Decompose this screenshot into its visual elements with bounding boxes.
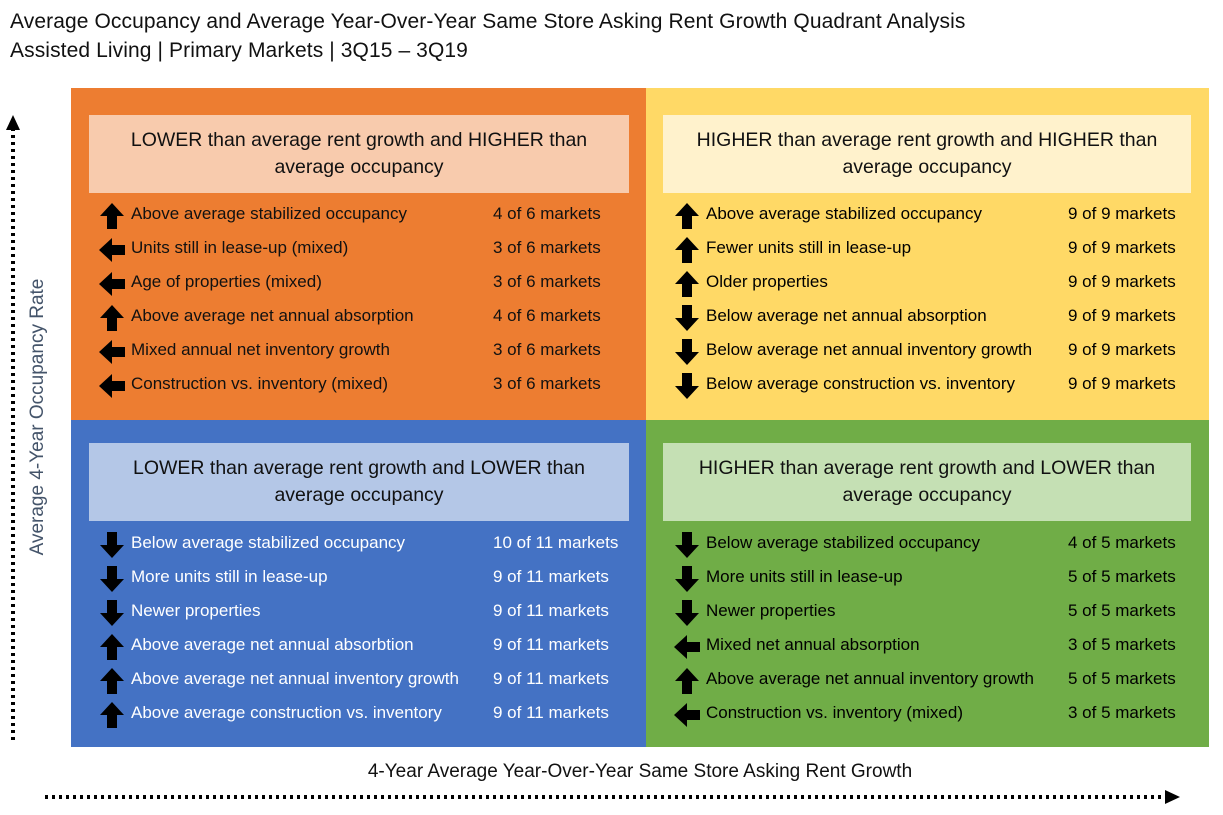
factor-label: Below average stabilized occupancy — [706, 533, 981, 552]
quadrant-heading-box: HIGHER than average rent growth and HIGH… — [663, 115, 1191, 193]
arrow-left-icon — [99, 272, 125, 296]
arrow-down-icon — [675, 600, 699, 626]
factor-label: Newer properties — [706, 601, 836, 620]
factor-label: Above average stabilized occupancy — [131, 204, 407, 223]
arrow-left-icon — [674, 703, 700, 727]
quadrant-top-right: HIGHER than average rent growth and HIGH… — [646, 88, 1209, 420]
factor-label: Mixed net annual absorption — [706, 635, 920, 654]
arrow-left-icon — [99, 374, 125, 398]
factor-label: Below average net annual absorption — [706, 306, 987, 325]
quadrant-bottom-left: LOWER than average rent growth and LOWER… — [71, 420, 646, 747]
quadrant-heading-box: LOWER than average rent growth and HIGHE… — [89, 115, 629, 193]
quadrant-heading-box: HIGHER than average rent growth and LOWE… — [663, 443, 1191, 521]
quadrant-heading: LOWER than average rent growth and HIGHE… — [130, 129, 588, 178]
chart-title: Average Occupancy and Average Year-Over-… — [10, 10, 966, 33]
factor-label: Older properties — [706, 272, 828, 291]
market-count: 9 of 9 markets — [1068, 238, 1176, 257]
factor-label: Mixed annual net inventory growth — [131, 340, 390, 359]
market-count: 5 of 5 markets — [1068, 567, 1176, 586]
arrow-up-icon — [675, 271, 699, 297]
arrow-up-icon — [675, 668, 699, 694]
quadrant-heading: HIGHER than average rent growth and HIGH… — [696, 129, 1158, 178]
x-axis-label: 4-Year Average Year-Over-Year Same Store… — [367, 761, 913, 782]
market-count: 9 of 11 markets — [493, 567, 609, 586]
market-count: 3 of 6 markets — [493, 238, 601, 257]
arrow-down-icon — [675, 566, 699, 592]
y-axis-arrowhead — [6, 115, 20, 130]
quadrant-heading: LOWER than average rent growth and LOWER… — [133, 457, 585, 506]
market-count: 9 of 11 markets — [493, 601, 609, 620]
arrow-down-icon — [100, 600, 124, 626]
arrow-up-icon — [675, 237, 699, 263]
factor-label: More units still in lease-up — [131, 567, 328, 586]
chart-subtitle: Assisted Living | Primary Markets | 3Q15… — [10, 39, 468, 62]
factor-label: Age of properties (mixed) — [131, 272, 322, 291]
arrow-left-icon — [99, 238, 125, 262]
x-axis-arrowhead — [1165, 790, 1180, 804]
arrow-up-icon — [100, 203, 124, 229]
factor-label: Construction vs. inventory (mixed) — [131, 374, 388, 393]
factor-label: Below average stabilized occupancy — [131, 533, 406, 552]
market-count: 9 of 9 markets — [1068, 272, 1176, 291]
arrow-up-icon — [100, 305, 124, 331]
market-count: 4 of 6 markets — [493, 306, 601, 325]
factor-label: More units still in lease-up — [706, 567, 903, 586]
arrow-up-icon — [100, 634, 124, 660]
factor-label: Below average construction vs. inventory — [706, 374, 1015, 393]
market-count: 10 of 11 markets — [493, 533, 619, 552]
market-count: 4 of 5 markets — [1068, 533, 1176, 552]
arrow-down-icon — [675, 373, 699, 399]
quadrant-heading-box: LOWER than average rent growth and LOWER… — [89, 443, 629, 521]
market-count: 9 of 9 markets — [1068, 204, 1176, 223]
arrow-left-icon — [99, 340, 125, 364]
arrow-up-icon — [100, 668, 124, 694]
market-count: 9 of 11 markets — [493, 635, 609, 654]
market-count: 9 of 9 markets — [1068, 374, 1176, 393]
factor-label: Newer properties — [131, 601, 261, 620]
arrow-up-icon — [675, 203, 699, 229]
quadrant-top-left: LOWER than average rent growth and HIGHE… — [71, 88, 646, 420]
arrow-down-icon — [675, 532, 699, 558]
market-count: 9 of 11 markets — [493, 703, 609, 722]
market-count: 3 of 6 markets — [493, 374, 601, 393]
market-count: 3 of 6 markets — [493, 340, 601, 359]
arrow-left-icon — [674, 635, 700, 659]
arrow-down-icon — [675, 339, 699, 365]
factor-label: Above average construction vs. inventory — [131, 703, 442, 722]
market-count: 5 of 5 markets — [1068, 669, 1176, 688]
factor-label: Above average net annual inventory growt… — [131, 669, 459, 688]
market-count: 4 of 6 markets — [493, 204, 601, 223]
factor-label: Fewer units still in lease-up — [706, 238, 912, 257]
market-count: 3 of 6 markets — [493, 272, 601, 291]
market-count: 9 of 9 markets — [1068, 306, 1176, 325]
market-count: 5 of 5 markets — [1068, 601, 1176, 620]
arrow-up-icon — [100, 702, 124, 728]
factor-label: Above average net annual absorption — [131, 306, 414, 325]
quadrant-heading: HIGHER than average rent growth and LOWE… — [698, 457, 1156, 506]
market-count: 9 of 11 markets — [493, 669, 609, 688]
market-count: 9 of 9 markets — [1068, 340, 1176, 359]
arrow-down-icon — [100, 532, 124, 558]
market-count: 3 of 5 markets — [1068, 635, 1176, 654]
factor-label: Above average net annual absorbtion — [131, 635, 414, 654]
factor-label: Construction vs. inventory (mixed) — [706, 703, 963, 722]
factor-label: Below average net annual inventory growt… — [706, 340, 1033, 359]
market-count: 3 of 5 markets — [1068, 703, 1176, 722]
y-axis-label: Average 4-Year Occupancy Rate — [27, 278, 48, 556]
arrow-down-icon — [675, 305, 699, 331]
factor-label: Above average stabilized occupancy — [706, 204, 982, 223]
factor-label: Above average net annual inventory growt… — [706, 669, 1034, 688]
arrow-down-icon — [100, 566, 124, 592]
factor-label: Units still in lease-up (mixed) — [131, 238, 349, 257]
quadrant-bottom-right: HIGHER than average rent growth and LOWE… — [646, 420, 1209, 747]
